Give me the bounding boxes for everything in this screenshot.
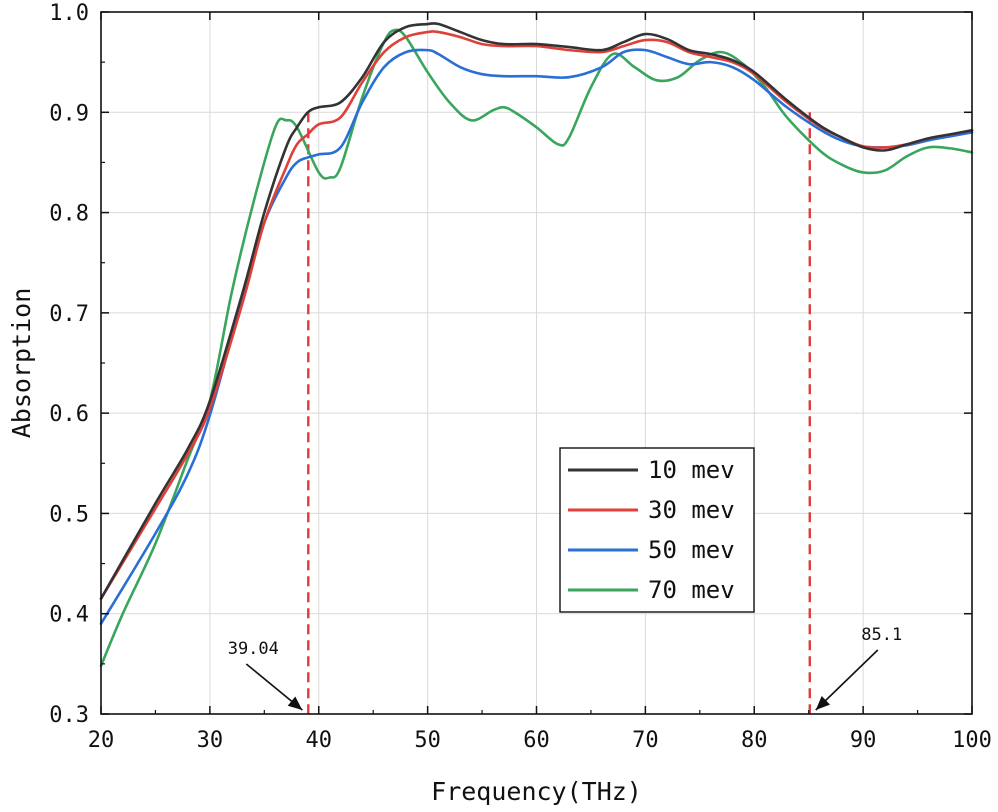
marker-lines: [307, 112, 811, 714]
x-tick-label: 20: [88, 728, 115, 753]
x-tick-label: 40: [306, 728, 333, 753]
annotations: 39.04 85.1: [228, 625, 902, 711]
x-tick-label: 60: [523, 728, 550, 753]
axis-ticks: [100, 11, 973, 715]
tick-labels: 20 30 40 50 60 70 80 90 100 0.3 0.4 0.5 0.6 0.7 0.8 0.9…: [49, 1, 992, 753]
x-tick-label: 80: [741, 728, 768, 753]
legend-label: 10 mev: [648, 456, 735, 484]
x-axis-label: Frequency(THz): [431, 777, 642, 806]
series-line-10-mev: [99, 22, 974, 600]
y-tick-label: 0.9: [49, 101, 89, 126]
series-line-50-mev: [99, 48, 974, 626]
legend-label: 30 mev: [648, 496, 735, 524]
legend-label: 70 mev: [648, 576, 735, 604]
y-axis-label: Absorption: [7, 288, 36, 439]
x-tick-label: 50: [414, 728, 441, 753]
y-tick-label: 0.4: [49, 603, 89, 628]
grid: [101, 12, 972, 714]
x-tick-label: 30: [197, 728, 224, 753]
y-tick-label: 0.5: [49, 502, 89, 527]
x-tick-label: 70: [632, 728, 659, 753]
x-tick-label: 90: [850, 728, 877, 753]
y-tick-label: 0.7: [49, 302, 89, 327]
y-tick-label: 0.3: [49, 703, 89, 728]
marker-label: 85.1: [861, 625, 902, 645]
series-lines: [99, 22, 974, 668]
y-tick-label: 1.0: [49, 1, 89, 26]
series-line-70-mev: [99, 28, 974, 668]
y-tick-label: 0.6: [49, 402, 89, 427]
x-tick-label: 100: [952, 728, 992, 753]
arrow-head: [815, 695, 831, 710]
legend-label: 50 mev: [648, 536, 735, 564]
legend-box: [559, 447, 755, 613]
legend: 10 mev 30 mev 50 mev 70 mev: [559, 447, 755, 613]
arrow-shaft: [815, 649, 879, 711]
marker-label: 39.04: [228, 639, 279, 659]
y-tick-label: 0.8: [49, 202, 89, 227]
arrow-head: [287, 696, 303, 710]
